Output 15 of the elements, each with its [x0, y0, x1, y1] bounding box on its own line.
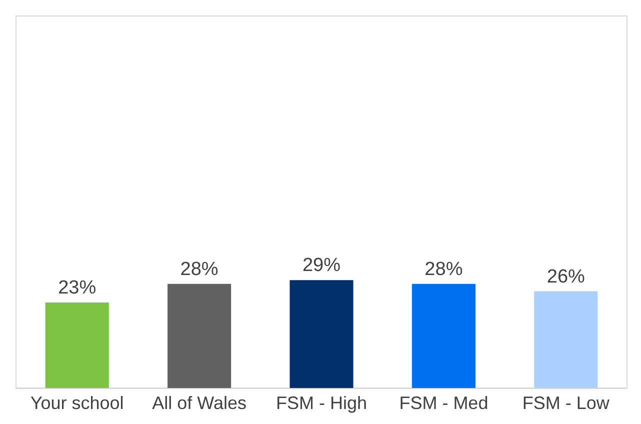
data-label: 29% [302, 255, 341, 276]
x-tick-label: FSM - Med [399, 393, 488, 413]
bar [45, 302, 109, 388]
x-tick-label: FSM - Low [522, 393, 610, 413]
x-tick-label: All of Wales [152, 393, 246, 413]
bar [534, 291, 598, 388]
x-tick-label: FSM - High [276, 393, 368, 413]
bar [168, 284, 232, 388]
bar [412, 284, 476, 388]
data-label: 23% [58, 277, 96, 298]
data-label: 26% [546, 266, 586, 288]
data-label: 28% [424, 258, 463, 280]
bar [290, 280, 354, 388]
x-tick-label: Your school [30, 393, 124, 413]
data-label: 28% [180, 258, 218, 280]
